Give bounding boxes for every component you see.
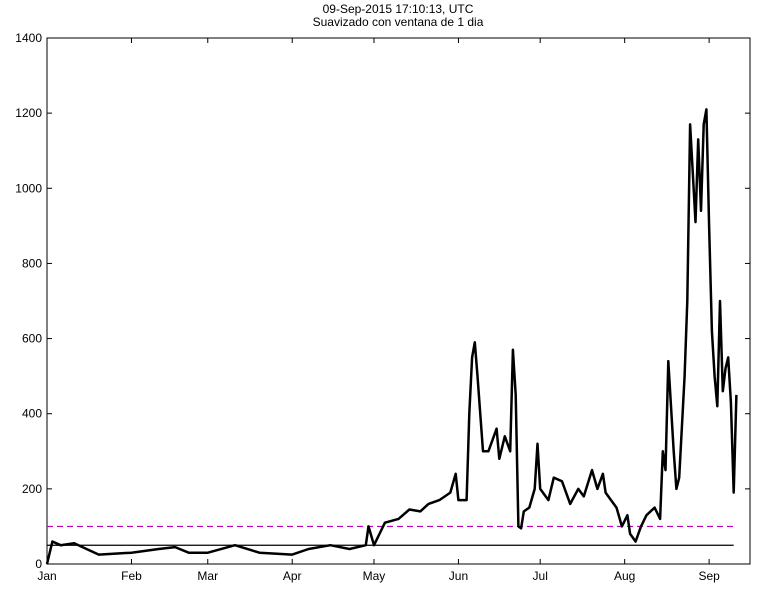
- y-tick-label: 1000: [15, 181, 42, 195]
- data-line: [45, 108, 738, 565]
- x-tick-label: Sep: [698, 569, 720, 583]
- plot-frame: [46, 37, 751, 565]
- chart-subtitle: Suavizado con ventana de 1 dia: [313, 15, 484, 29]
- y-tick-label: 400: [22, 407, 42, 421]
- y-tick-label: 600: [22, 332, 42, 346]
- x-tick-label: Jun: [449, 569, 468, 583]
- y-tick-label: 200: [22, 482, 42, 496]
- x-tick-label: May: [363, 569, 386, 583]
- x-tick-label: Feb: [121, 569, 142, 583]
- x-tick-label: Jul: [533, 569, 548, 583]
- x-tick-label: Apr: [283, 569, 302, 583]
- y-tick-label: 800: [22, 256, 42, 270]
- x-tick-label: Aug: [614, 569, 635, 583]
- y-tick-label: 1200: [15, 106, 42, 120]
- y-tick-label: 0: [35, 557, 42, 571]
- x-tick-label: Jan: [37, 569, 56, 583]
- chart-title: 09-Sep-2015 17:10:13, UTC: [323, 2, 474, 16]
- y-tick-label: 1400: [15, 31, 42, 45]
- x-tick-label: Mar: [197, 569, 218, 583]
